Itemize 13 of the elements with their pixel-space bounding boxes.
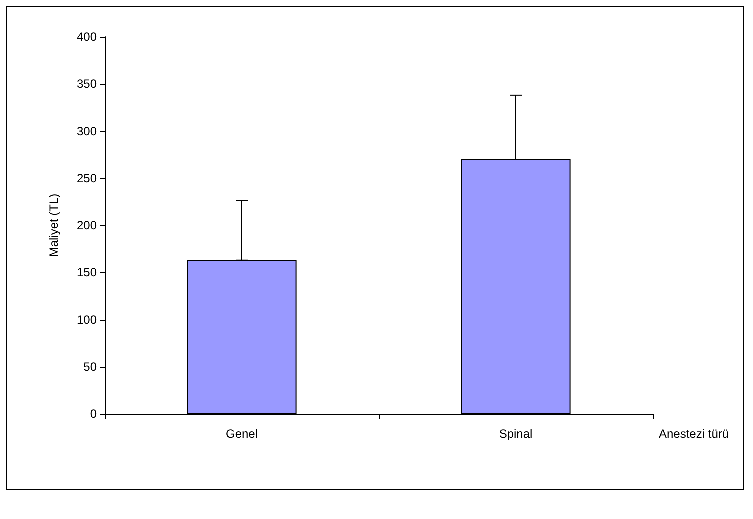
y-tick-label: 400 [76, 30, 98, 44]
y-axis-title: Maliyet (TL) [47, 194, 61, 258]
x-tick-label: Genel [226, 427, 258, 441]
y-tick-label: 150 [76, 266, 98, 280]
y-tick-label: 300 [76, 124, 98, 138]
y-tick-label: 200 [76, 218, 98, 232]
y-tick-label: 50 [84, 360, 98, 374]
x-axis-title: Anestezi türü [659, 427, 730, 441]
y-tick-label: 250 [76, 171, 98, 186]
y-tick-label: 350 [76, 77, 98, 92]
y-tick-label: 100 [76, 312, 98, 327]
x-tick-label: Spinal [499, 427, 533, 441]
y-tick-label: 0 [90, 407, 98, 421]
